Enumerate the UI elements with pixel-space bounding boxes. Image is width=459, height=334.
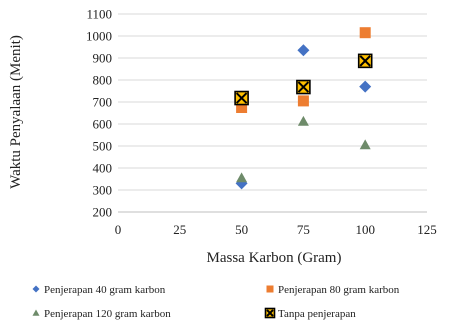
x-tick-labels: 0 25 50 75 100 125 <box>115 222 437 237</box>
x-tick-label: 50 <box>235 222 248 237</box>
data-point-s3-3 <box>359 139 371 150</box>
legend-item: Penjerapan 80 gram karbon <box>266 284 400 296</box>
marker-cross <box>297 81 310 93</box>
y-tick-label: 900 <box>93 51 113 66</box>
marker-cross <box>266 309 274 317</box>
legend-item: Penjerapan 120 gram karbon <box>32 308 171 320</box>
legend-label: Penjerapan 40 gram karbon <box>44 284 166 296</box>
data-point-s3-1 <box>236 172 248 183</box>
y-tick-label: 300 <box>93 183 113 198</box>
data-point-s4-2 <box>296 79 311 95</box>
legend-label: Tanpa penjerapan <box>278 308 356 320</box>
legend: Penjerapan 40 gram karbon Penjerapan 80 g… <box>32 284 400 320</box>
y-tick-label: 400 <box>93 161 113 176</box>
y-tick-label: 1100 <box>86 7 112 22</box>
y-tick-label: 1000 <box>86 29 112 44</box>
y-axis-title: Waktu Penyalaan (Menit) <box>8 35 24 189</box>
y-tick-label: 700 <box>93 95 113 110</box>
y-tick-label: 600 <box>93 117 113 132</box>
data-point-s1-2 <box>297 44 310 57</box>
x-tick-label: 25 <box>173 222 186 237</box>
y-tick-labels: 200 300 400 500 600 700 800 900 1000 1100 <box>86 7 112 220</box>
legend-label: Penjerapan 80 gram karbon <box>278 284 400 296</box>
data-points <box>234 27 373 190</box>
legend-marker <box>264 307 276 319</box>
data-point-s3-2 <box>297 115 309 126</box>
y-tick-label: 800 <box>93 73 113 88</box>
data-point-s4-1 <box>234 90 249 106</box>
gridlines <box>118 13 427 191</box>
x-tick-label: 75 <box>297 222 310 237</box>
legend-item: Tanpa penjerapan <box>264 307 356 320</box>
marker-cross <box>359 55 371 67</box>
data-point-s4-3 <box>357 53 373 69</box>
x-tick-label: 0 <box>115 222 122 237</box>
legend-marker <box>266 285 274 293</box>
legend-item: Penjerapan 40 gram karbon <box>32 284 166 296</box>
x-axis-title: Massa Karbon (Gram) <box>207 250 342 266</box>
data-point-s1-3 <box>359 80 372 93</box>
x-tick-label: 100 <box>355 222 375 237</box>
legend-label: Penjerapan 120 gram karbon <box>44 308 171 320</box>
legend-marker <box>32 309 40 316</box>
data-point-s2-2 <box>297 95 309 107</box>
data-point-s2-3 <box>359 27 371 39</box>
data-point-s2-1 <box>236 102 248 113</box>
y-tick-label: 200 <box>93 205 113 220</box>
legend-marker <box>32 285 40 293</box>
y-tick-label: 500 <box>93 139 113 154</box>
x-tick-label: 125 <box>417 222 437 237</box>
marker-cross <box>235 92 248 104</box>
